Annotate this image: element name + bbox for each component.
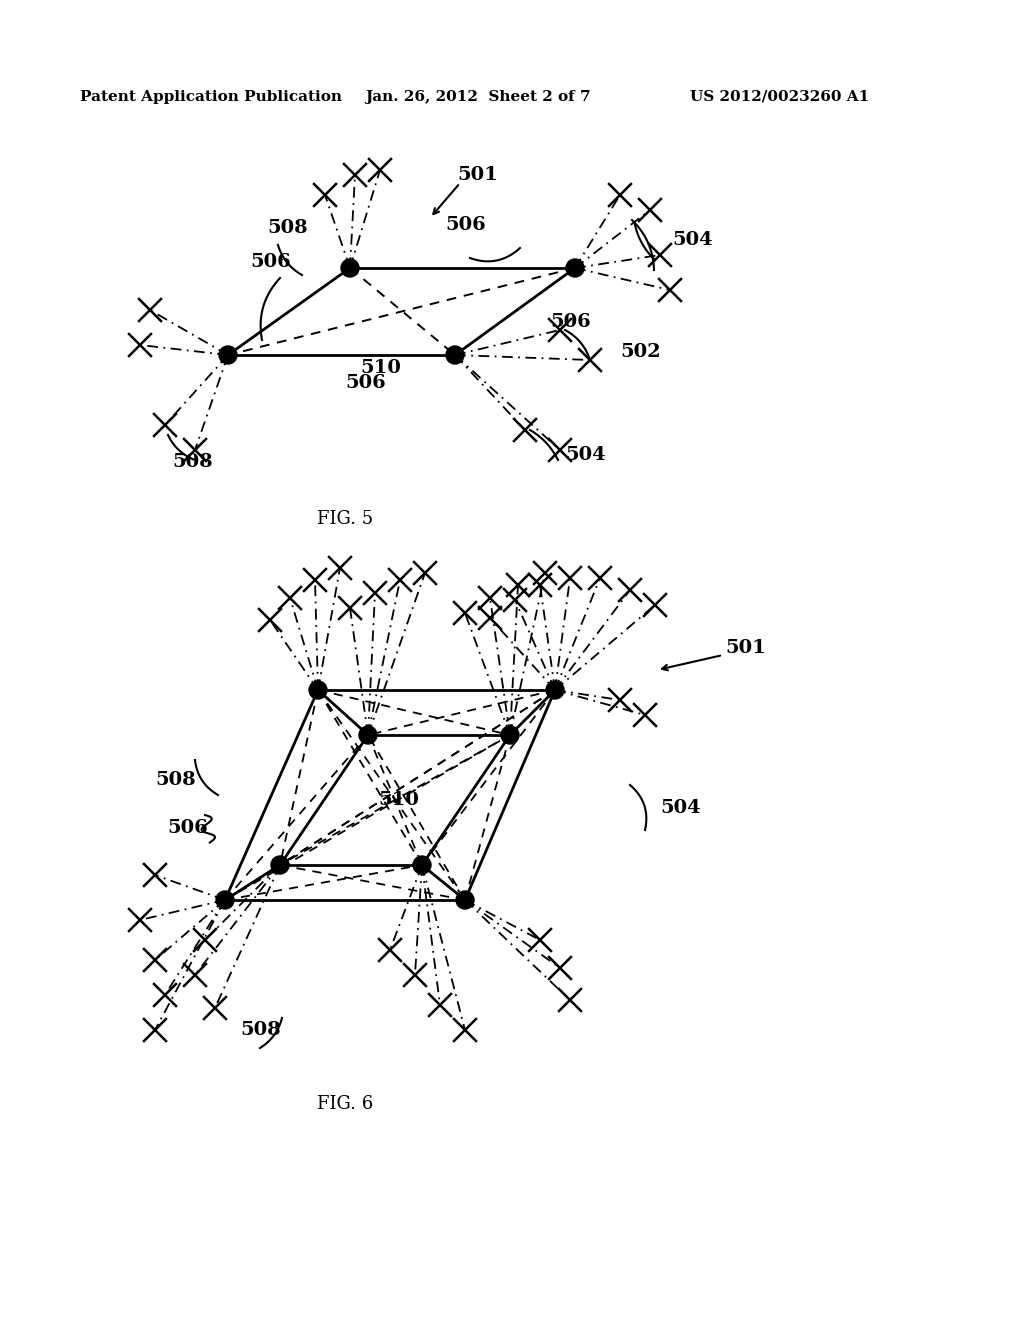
Circle shape: [341, 259, 359, 277]
Text: 501: 501: [457, 166, 498, 183]
Text: US 2012/0023260 A1: US 2012/0023260 A1: [690, 90, 869, 104]
Text: 504: 504: [565, 446, 605, 465]
Text: FIG. 6: FIG. 6: [316, 1096, 373, 1113]
Circle shape: [219, 346, 237, 364]
Text: 508: 508: [155, 771, 196, 789]
Circle shape: [271, 855, 289, 874]
Text: 504: 504: [660, 799, 700, 817]
Text: Jan. 26, 2012  Sheet 2 of 7: Jan. 26, 2012 Sheet 2 of 7: [365, 90, 591, 104]
Circle shape: [309, 681, 327, 700]
Text: 508: 508: [172, 453, 213, 471]
Circle shape: [413, 855, 431, 874]
Text: 506: 506: [550, 313, 591, 331]
Circle shape: [566, 259, 584, 277]
Text: 506: 506: [345, 374, 386, 392]
Circle shape: [546, 681, 564, 700]
Text: 510: 510: [378, 791, 419, 809]
Text: Patent Application Publication: Patent Application Publication: [80, 90, 342, 104]
Text: FIG. 5: FIG. 5: [317, 510, 373, 528]
Text: 502: 502: [620, 343, 660, 360]
Text: 504: 504: [672, 231, 713, 249]
Text: 506: 506: [167, 818, 208, 837]
Circle shape: [359, 726, 377, 744]
Text: 508: 508: [267, 219, 307, 238]
Text: 501: 501: [725, 639, 766, 657]
Circle shape: [501, 726, 519, 744]
Circle shape: [446, 346, 464, 364]
Text: 510: 510: [360, 359, 400, 378]
Circle shape: [216, 891, 234, 909]
Circle shape: [456, 891, 474, 909]
Text: 506: 506: [250, 253, 291, 271]
Text: 506: 506: [445, 216, 485, 234]
Text: 508: 508: [240, 1020, 281, 1039]
